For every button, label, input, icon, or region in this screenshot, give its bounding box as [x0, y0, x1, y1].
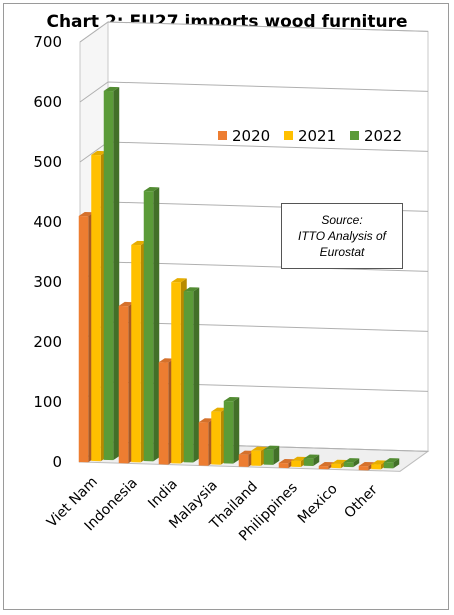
- bar-2022-1: [143, 191, 154, 462]
- bar-top-2021-6: [331, 459, 347, 465]
- legend-swatch-2021: [283, 131, 293, 140]
- bar-2022-3: [223, 400, 234, 464]
- legend-label-2020: 2020: [232, 126, 271, 145]
- bar-2020-3: [198, 422, 209, 466]
- bar-2020-2: [158, 362, 169, 465]
- bar-side-2022-5: [313, 454, 320, 467]
- bar-2021-1: [131, 244, 141, 463]
- bar-side-2022-0: [113, 87, 120, 461]
- bar-top-2021-3: [211, 407, 227, 412]
- bar-side-2022-2: [193, 287, 200, 463]
- y-tick-label: 100: [33, 393, 62, 411]
- legend-swatch-2022: [349, 131, 359, 140]
- legend: 2020 2021 2022: [218, 126, 411, 145]
- bar-2021-2: [171, 282, 181, 464]
- bar-2020-1: [118, 305, 129, 464]
- bar-2022-7: [383, 462, 394, 469]
- bar-2020-6: [318, 465, 329, 470]
- y-tick-label: 0: [52, 453, 62, 471]
- bar-side-2022-7: [393, 458, 400, 469]
- legend-swatch-2020: [218, 131, 227, 140]
- y-tick-label: 400: [33, 213, 62, 231]
- source-line-1: Source:: [321, 213, 363, 227]
- bar-top-2020-2: [158, 358, 175, 363]
- bar-2020-0: [78, 215, 89, 463]
- bar-top-2020-7: [358, 461, 375, 467]
- bar-top-2022-6: [343, 458, 360, 463]
- y-tick-label: 600: [33, 93, 62, 111]
- bar-2021-6: [331, 463, 341, 469]
- bar-side-2022-6: [353, 458, 360, 468]
- legend-label-2021: 2021: [297, 126, 337, 145]
- bar-top-2020-0: [78, 211, 95, 217]
- bar-side-2022-1: [153, 187, 160, 462]
- y-tick-label: 700: [33, 33, 62, 51]
- bar-top-2020-1: [118, 301, 135, 307]
- x-tick-label: Other: [341, 482, 381, 522]
- bar-2021-3: [211, 411, 221, 465]
- bar-2022-6: [343, 462, 354, 468]
- source-line-3: Eurostat: [319, 245, 365, 259]
- bar-top-2022-4: [263, 445, 280, 450]
- bar-top-2022-0: [103, 86, 120, 92]
- bar-top-2021-0: [91, 150, 107, 156]
- bar-side-2022-3: [233, 397, 240, 464]
- bar-2020-7: [358, 465, 369, 471]
- bar-2021-7: [371, 464, 381, 470]
- bar-top-2020-5: [278, 459, 295, 464]
- bar-2022-0: [103, 90, 114, 461]
- bar-2022-2: [183, 291, 194, 463]
- legend-item-2022: 2022: [349, 126, 403, 145]
- gridline-600: [79, 81, 429, 103]
- bar-top-2021-1: [131, 240, 147, 246]
- y-tick-label: 300: [33, 273, 62, 291]
- legend-item-2021: 2021: [283, 126, 337, 145]
- bar-2021-5: [291, 460, 301, 468]
- bar-2022-5: [303, 458, 314, 467]
- bar-2020-5: [278, 463, 289, 469]
- bar-top-2022-5: [303, 454, 320, 459]
- bar-top-2022-2: [183, 287, 200, 292]
- bar-top-2021-7: [371, 460, 387, 465]
- bar-top-2020-3: [198, 418, 215, 423]
- bar-top-2021-4: [251, 446, 267, 451]
- x-tick-label: Mexico: [295, 481, 341, 527]
- bar-top-2020-6: [318, 461, 335, 467]
- bar-top-2021-2: [171, 278, 187, 283]
- legend-label-2022: 2022: [363, 126, 403, 145]
- y-tick-label: 200: [33, 333, 62, 351]
- bar-top-2022-1: [143, 187, 160, 192]
- bar-2021-0: [91, 154, 101, 462]
- bar-2021-4: [251, 450, 261, 466]
- source-annotation: Source: ITTO Analysis of Eurostat: [281, 203, 403, 269]
- y-tick-label: 500: [33, 153, 62, 171]
- bar-top-2020-4: [238, 450, 255, 455]
- legend-item-2020: 2020: [218, 127, 270, 145]
- source-line-2: ITTO Analysis of: [297, 229, 387, 243]
- bar-top-2022-3: [223, 396, 240, 402]
- gridline-700: [79, 21, 429, 43]
- x-tick-label: India: [145, 476, 181, 512]
- bar-side-2022-4: [273, 445, 280, 465]
- bar-top-2022-7: [383, 458, 400, 463]
- bar-2022-4: [263, 449, 274, 465]
- bar-2020-4: [238, 454, 249, 467]
- bar-top-2021-5: [291, 456, 307, 462]
